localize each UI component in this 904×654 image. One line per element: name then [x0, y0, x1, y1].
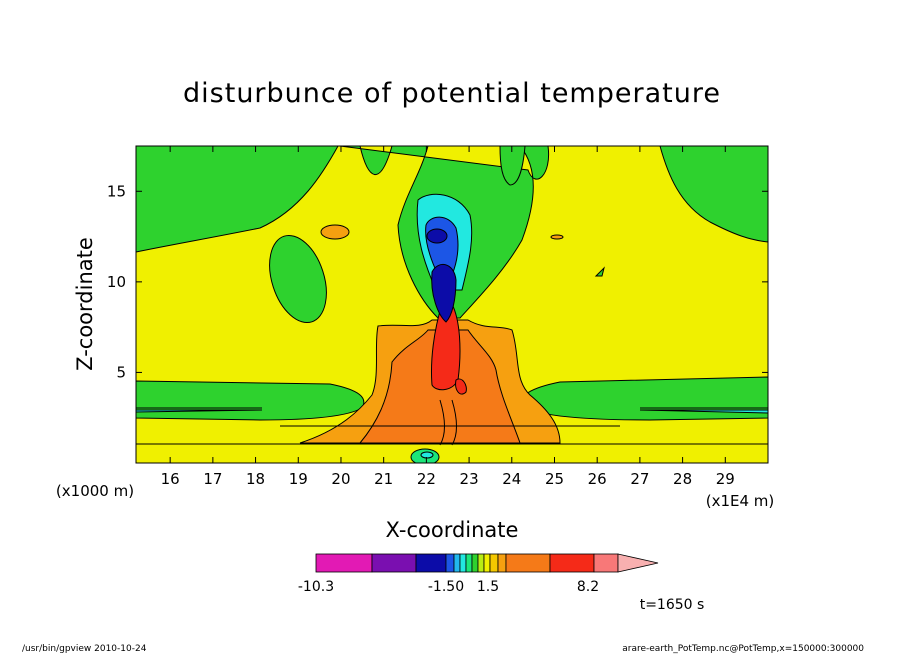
contour-green-band-right [520, 376, 768, 421]
contour-dark-blue-upper [426, 228, 448, 244]
x-tick-label: 21 [374, 470, 393, 488]
colorbar-swatch [477, 553, 485, 573]
colorbar-swatch [593, 553, 619, 573]
contour-green-ellipse [269, 234, 327, 324]
contour-red-core [431, 303, 461, 391]
x-tick-label: 16 [161, 470, 180, 488]
x-tick-label: 18 [246, 470, 265, 488]
x-tick-label: 24 [502, 470, 521, 488]
x-tick-label: 22 [417, 470, 436, 488]
x-tick-label: 25 [545, 470, 564, 488]
x-tick-label: 28 [673, 470, 692, 488]
x-tick-label: 17 [203, 470, 222, 488]
contour-green-band-left [136, 380, 365, 421]
x-tick-label: 27 [630, 470, 649, 488]
time-label: t=1650 s [640, 597, 705, 613]
y-axis-units: (x1000 m) [56, 482, 134, 500]
footer-left: /usr/bin/gpview 2010-10-24 [22, 644, 147, 654]
x-tick-label: 23 [460, 470, 479, 488]
colorbar-labels: -10.3 -1.50 1.5 8.2 [298, 579, 599, 595]
colorbar-swatch [445, 553, 455, 573]
colorbar-swatch [489, 553, 499, 573]
y-axis-label: Z-coordinate [73, 237, 97, 371]
plot-area [135, 145, 769, 464]
footer-right: arare-earth_PotTemp.nc@PotTemp,x=150000:… [622, 644, 864, 654]
colorbar-swatch [549, 553, 595, 573]
colorbar [315, 553, 659, 573]
x-axis-label: X-coordinate [386, 518, 519, 542]
colorbar-swatch [453, 553, 461, 573]
colorbar-swatch [471, 553, 479, 573]
colorbar-swatch [497, 553, 507, 573]
y-tick-label: 15 [107, 182, 126, 200]
x-tick-label: 19 [289, 470, 308, 488]
y-tick-label: 5 [116, 363, 126, 381]
colorbar-label: -10.3 [298, 579, 334, 595]
x-tick-label: 20 [331, 470, 350, 488]
contour-green-upper-left [136, 146, 339, 253]
colorbar-swatch [315, 553, 373, 573]
chart-title: disturbunce of potential temperature [183, 78, 721, 109]
colorbar-label: 1.5 [477, 579, 499, 595]
colorbar-swatch [505, 553, 551, 573]
contour-green-upper-right [659, 146, 768, 243]
plot-frame [135, 145, 769, 464]
colorbar-swatch [465, 553, 473, 573]
colorbar-arrow [617, 553, 659, 573]
x-axis-ticks: 16 17 18 19 20 21 22 23 24 25 26 27 28 29 [161, 146, 735, 488]
x-tick-label: 26 [588, 470, 607, 488]
colorbar-label: -1.50 [428, 579, 464, 595]
colorbar-swatch [459, 553, 467, 573]
y-tick-label: 10 [107, 273, 126, 291]
colorbar-swatch [371, 553, 417, 573]
colorbar-swatch [483, 553, 491, 573]
y-axis-ticks: 5 10 15 [107, 182, 768, 381]
colorbar-label: 8.2 [577, 579, 599, 595]
colorbar-swatch [415, 553, 447, 573]
x-tick-label: 29 [716, 470, 735, 488]
contour-dark-blue [431, 264, 457, 323]
x-axis-units: (x1E4 m) [706, 492, 775, 510]
